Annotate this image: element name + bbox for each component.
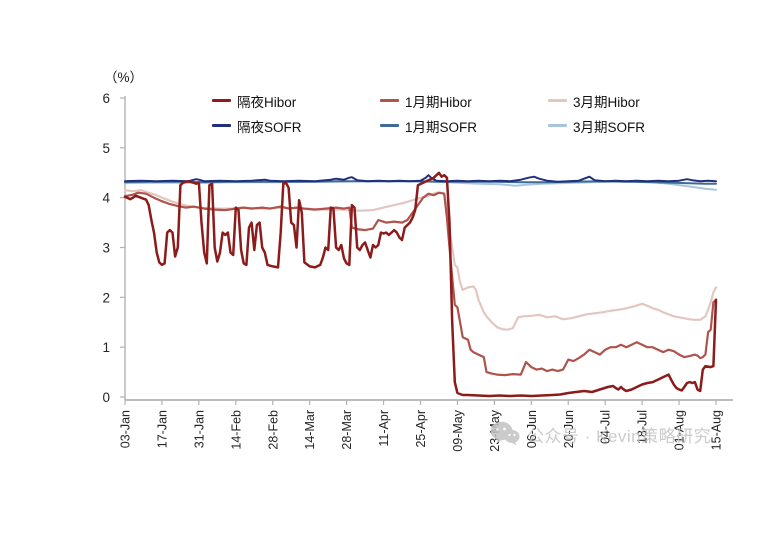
legend-swatch: [212, 124, 231, 127]
legend-label: 隔夜Hibor: [237, 94, 297, 110]
x-tick-label: 14-Feb: [229, 410, 243, 450]
x-tick-label: 18-Jul: [636, 410, 650, 444]
chart-legend: 隔夜Hibor 1月期Hibor 3月期Hibor 隔夜SOFR 1月期SOFR 3月期S…: [212, 88, 716, 138]
y-tick-label: 2: [102, 290, 110, 305]
x-tick-label: 28-Feb: [266, 410, 280, 450]
y-tick-label: 6: [102, 91, 110, 106]
legend-swatch: [548, 124, 567, 127]
y-tick-label: 1: [102, 340, 110, 355]
legend-swatch: [548, 99, 567, 102]
legend-item-隔夜SOFR: 隔夜SOFR: [212, 116, 380, 136]
y-axis-unit-label: （%）: [104, 70, 144, 85]
x-tick-label: 25-Apr: [414, 410, 428, 448]
y-tick-label: 4: [102, 191, 110, 206]
x-tick-label: 11-Apr: [377, 410, 391, 447]
x-tick-label: 09-May: [451, 409, 465, 451]
series-line-1月期Hibor: [123, 191, 718, 377]
x-tick-label: 15-Aug: [710, 410, 724, 450]
x-tick-label: 06-Jun: [525, 410, 539, 448]
legend-swatch: [380, 99, 399, 102]
legend-item-3月期Hibor: 3月期Hibor: [548, 91, 716, 111]
x-tick-label: 23-May: [488, 409, 502, 451]
x-tick-label: 20-Jun: [562, 410, 576, 448]
legend-swatch: [212, 99, 231, 102]
y-tick-label: 5: [102, 141, 110, 156]
series-line-隔夜SOFR: [124, 174, 717, 183]
x-tick-label: 28-Mar: [340, 410, 354, 450]
y-tick-label: 3: [102, 241, 110, 256]
legend-item-隔夜Hibor: 隔夜Hibor: [212, 91, 380, 111]
x-tick-label: 31-Jan: [192, 410, 206, 448]
legend-label: 3月期Hibor: [573, 94, 640, 110]
legend-label: 1月期SOFR: [405, 119, 478, 135]
series-line-隔夜Hibor: [123, 171, 718, 398]
legend-label: 3月期SOFR: [573, 119, 646, 135]
x-tick-label: 14-Mar: [303, 410, 317, 450]
x-tick-label: 17-Jan: [155, 410, 169, 448]
x-tick-label: 01-Aug: [673, 410, 687, 450]
legend-swatch: [380, 124, 399, 127]
legend-item-3月期SOFR: 3月期SOFR: [548, 116, 716, 136]
legend-item-1月期Hibor: 1月期Hibor: [380, 91, 548, 111]
legend-label: 隔夜SOFR: [237, 119, 302, 135]
legend-item-1月期SOFR: 1月期SOFR: [380, 116, 548, 136]
x-tick-label: 03-Jan: [119, 410, 133, 448]
y-tick-label: 0: [102, 390, 110, 405]
x-tick-label: 04-Jul: [599, 410, 613, 444]
legend-label: 1月期Hibor: [405, 94, 472, 110]
